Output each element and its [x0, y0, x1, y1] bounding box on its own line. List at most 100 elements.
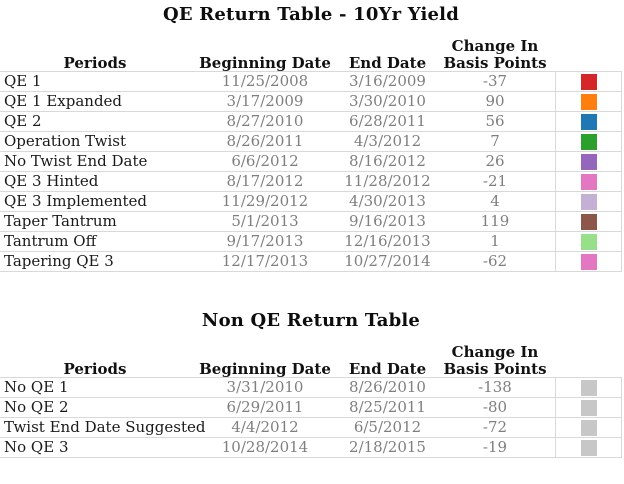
beginning-date-cell: 9/17/2013 — [226, 232, 304, 250]
end-date-cell: 2/18/2015 — [349, 438, 426, 456]
table-row: QE 2 8/27/2010 6/28/2011 56 — [0, 112, 622, 132]
change-basis-points-cell: -37 — [482, 72, 508, 90]
color-swatch-cell — [555, 172, 622, 191]
color-swatch-cell — [555, 378, 622, 397]
table-row: Operation Twist 8/26/2011 4/3/2012 7 — [0, 132, 622, 152]
change-basis-points-cell: -80 — [482, 398, 508, 416]
change-basis-points-cell: -19 — [482, 438, 508, 456]
change-basis-points-cell: 1 — [490, 232, 500, 250]
color-swatch-cell — [555, 398, 622, 417]
table-row: QE 3 Hinted 8/17/2012 11/28/2012 -21 — [0, 172, 622, 192]
beginning-date-cell: 11/29/2012 — [221, 192, 309, 210]
period-cell: QE 1 — [4, 72, 42, 90]
color-swatch-cell — [555, 92, 622, 111]
table-row: QE 3 Implemented 11/29/2012 4/30/2013 4 — [0, 192, 622, 212]
table-row: No QE 3 10/28/2014 2/18/2015 -19 — [0, 438, 622, 458]
table-title: QE Return Table - 10Yr Yield — [162, 4, 460, 25]
period-cell: No Twist End Date — [4, 152, 148, 170]
column-header-end-date: End Date — [348, 360, 427, 378]
change-basis-points-cell: -62 — [482, 252, 508, 270]
beginning-date-cell: 5/1/2013 — [231, 212, 299, 230]
end-date-cell: 8/25/2011 — [349, 398, 426, 416]
end-date-cell: 8/26/2010 — [349, 378, 426, 396]
column-header-change-in-basis-points: Change In Basis Points — [443, 343, 547, 378]
non-qe-table-body: No QE 1 3/31/2010 8/26/2010 -138 No QE 2 6/29… — [0, 378, 622, 458]
period-cell: Twist End Date Suggested — [4, 418, 206, 436]
beginning-date-cell: 3/31/2010 — [226, 378, 304, 396]
beginning-date-cell: 8/17/2012 — [226, 172, 304, 190]
period-cell: Operation Twist — [4, 132, 127, 150]
table-row: Taper Tantrum 5/1/2013 9/16/2013 119 — [0, 212, 622, 232]
legend-color-swatch — [580, 439, 597, 456]
color-swatch-cell — [555, 72, 622, 91]
color-swatch-cell — [555, 152, 622, 171]
beginning-date-cell: 6/6/2012 — [231, 152, 299, 170]
period-cell: Tapering QE 3 — [4, 252, 114, 270]
change-basis-points-cell: 119 — [480, 212, 510, 230]
end-date-cell: 10/27/2014 — [344, 252, 431, 270]
legend-color-swatch — [580, 233, 597, 250]
period-cell: No QE 2 — [4, 398, 69, 416]
end-date-cell: 4/3/2012 — [353, 132, 422, 150]
end-date-cell: 4/30/2013 — [349, 192, 426, 210]
non-qe-return-table-section: Non QE Return Table Periods Beginning Da… — [0, 310, 622, 458]
end-date-cell: 9/16/2013 — [349, 212, 426, 230]
change-basis-points-cell: -21 — [482, 172, 508, 190]
qe-return-table-section: QE Return Table - 10Yr Yield Periods Beg… — [0, 4, 622, 272]
table-header-row: Periods Beginning Date End Date Change I… — [0, 38, 622, 72]
beginning-date-cell: 11/25/2008 — [221, 72, 309, 90]
legend-color-swatch — [580, 193, 597, 210]
column-header-beginning-date: Beginning Date — [199, 360, 331, 378]
change-basis-points-cell: -138 — [478, 378, 512, 396]
color-swatch-cell — [555, 438, 622, 457]
change-basis-points-cell: 4 — [490, 192, 500, 210]
period-cell: Taper Tantrum — [4, 212, 117, 230]
beginning-date-cell: 6/29/2011 — [226, 398, 304, 416]
legend-color-swatch — [580, 419, 597, 436]
table-header-row: Periods Beginning Date End Date Change I… — [0, 344, 622, 378]
end-date-cell: 6/5/2012 — [353, 418, 422, 436]
color-swatch-cell — [555, 232, 622, 251]
change-basis-points-cell: -72 — [482, 418, 508, 436]
beginning-date-cell: 4/4/2012 — [231, 418, 299, 436]
legend-color-swatch — [580, 379, 597, 396]
end-date-cell: 3/16/2009 — [349, 72, 426, 90]
period-cell: QE 3 Implemented — [4, 192, 148, 210]
column-header-change-in-basis-points: Change In Basis Points — [443, 37, 547, 72]
legend-color-swatch — [580, 173, 597, 190]
table-title: Non QE Return Table — [201, 310, 421, 331]
end-date-cell: 8/16/2012 — [349, 152, 426, 170]
beginning-date-cell: 12/17/2013 — [221, 252, 309, 270]
column-header-beginning-date: Beginning Date — [199, 54, 331, 72]
period-cell: QE 3 Hinted — [4, 172, 99, 190]
legend-color-swatch — [580, 113, 597, 130]
beginning-date-cell: 8/27/2010 — [226, 112, 304, 130]
color-swatch-cell — [555, 418, 622, 437]
period-cell: QE 1 Expanded — [4, 92, 123, 110]
legend-color-swatch — [580, 153, 597, 170]
period-cell: No QE 1 — [4, 378, 69, 396]
color-swatch-cell — [555, 212, 622, 231]
change-basis-points-cell: 90 — [485, 92, 505, 110]
end-date-cell: 6/28/2011 — [349, 112, 426, 130]
period-cell: QE 2 — [4, 112, 42, 130]
table-row: Tapering QE 3 12/17/2013 10/27/2014 -62 — [0, 252, 622, 272]
color-swatch-cell — [555, 252, 622, 271]
legend-color-swatch — [580, 73, 597, 90]
color-swatch-cell — [555, 192, 622, 211]
beginning-date-cell: 8/26/2011 — [226, 132, 304, 150]
period-cell: Tantrum Off — [4, 232, 97, 250]
period-cell: No QE 3 — [4, 438, 69, 456]
table-row: No Twist End Date 6/6/2012 8/16/2012 26 — [0, 152, 622, 172]
column-header-end-date: End Date — [348, 54, 427, 72]
table-row: QE 1 Expanded 3/17/2009 3/30/2010 90 — [0, 92, 622, 112]
column-header-periods: Periods — [63, 54, 127, 72]
color-swatch-cell — [555, 132, 622, 151]
end-date-cell: 3/30/2010 — [349, 92, 426, 110]
end-date-cell: 12/16/2013 — [344, 232, 431, 250]
end-date-cell: 11/28/2012 — [344, 172, 431, 190]
color-swatch-cell — [555, 112, 622, 131]
change-basis-points-cell: 56 — [485, 112, 505, 130]
table-row: No QE 2 6/29/2011 8/25/2011 -80 — [0, 398, 622, 418]
